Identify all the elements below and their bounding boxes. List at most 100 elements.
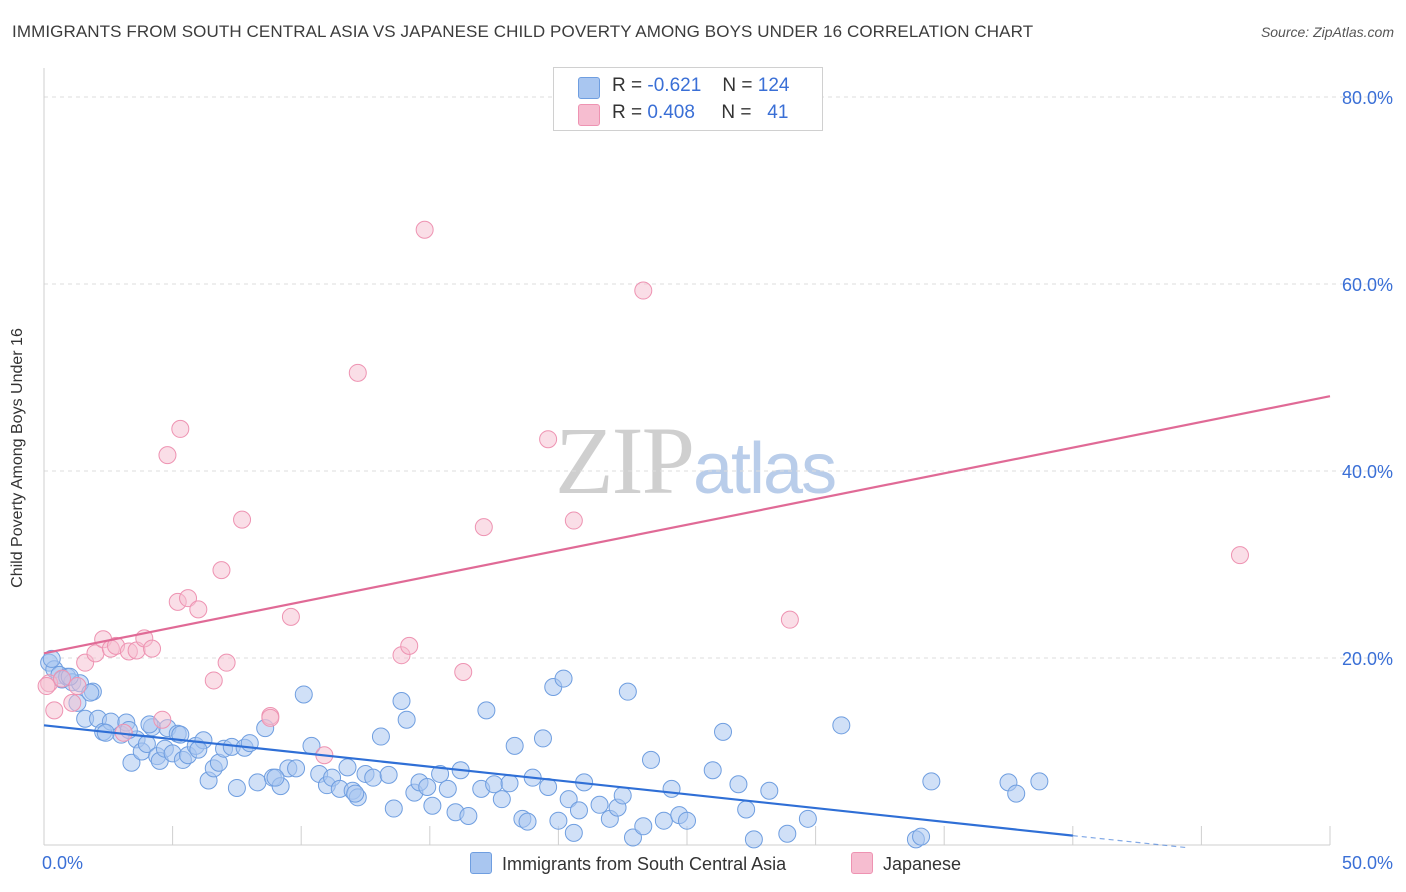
point-south-central-asia (634, 817, 653, 836)
point-south-central-asia (912, 827, 931, 846)
y-tick-label: 40.0% (1342, 462, 1393, 482)
point-japanese (68, 677, 87, 696)
bottom-legend-series1: Immigrants from South Central Asia (470, 852, 786, 875)
point-japanese (45, 701, 64, 720)
legend-n-label: N = (721, 102, 752, 123)
point-south-central-asia (346, 784, 365, 803)
point-japanese (233, 510, 252, 529)
point-south-central-asia (590, 795, 609, 814)
point-south-central-asia (42, 649, 61, 668)
point-south-central-asia (654, 811, 673, 830)
source-label: Source: ZipAtlas.com (1260, 24, 1394, 40)
point-south-central-asia (384, 799, 403, 818)
point-japanese (1230, 546, 1249, 565)
point-south-central-asia (832, 716, 851, 735)
legend-n-value-series1: 124 (757, 75, 790, 96)
point-japanese (539, 430, 558, 449)
point-japanese (634, 281, 653, 300)
bottom-legend-label-series2: Japanese (883, 854, 962, 874)
point-south-central-asia (1030, 772, 1049, 791)
point-japanese (158, 446, 177, 465)
correlation-legend: R = -0.621 N = 124 R = 0.408 N = 41 (553, 67, 823, 131)
y-tick-label: 60.0% (1342, 275, 1393, 295)
legend-n-label: N = (722, 75, 753, 96)
point-japanese (37, 677, 56, 696)
point-south-central-asia (364, 768, 383, 787)
point-south-central-asia (392, 692, 411, 711)
point-south-central-asia (338, 758, 357, 777)
point-south-central-asia (678, 811, 696, 830)
point-japanese (204, 671, 223, 690)
point-south-central-asia (760, 781, 779, 800)
trendline-japanese (43, 395, 1331, 655)
point-south-central-asia (549, 811, 568, 830)
point-south-central-asia (1007, 784, 1026, 803)
point-south-central-asia (533, 729, 552, 748)
point-japanese (415, 220, 434, 239)
y-axis-label: Child Poverty Among Boys Under 16 (9, 328, 26, 588)
point-south-central-asia (287, 759, 306, 778)
point-south-central-asia (778, 824, 797, 843)
point-south-central-asia (569, 801, 588, 820)
point-south-central-asia (641, 750, 660, 769)
point-south-central-asia (122, 753, 141, 772)
legend-r-value-series2: 0.408 (647, 102, 695, 123)
point-south-central-asia (500, 774, 519, 793)
point-south-central-asia (714, 722, 733, 741)
legend-r-value-series1: -0.621 (647, 75, 702, 96)
point-south-central-asia (703, 761, 722, 780)
chart-title: IMMIGRANTS FROM SOUTH CENTRAL ASIA VS JA… (12, 22, 1034, 41)
point-south-central-asia (227, 778, 246, 797)
point-south-central-asia (623, 828, 642, 847)
point-japanese (53, 669, 72, 688)
point-japanese (261, 708, 280, 727)
point-japanese (189, 600, 208, 619)
point-south-central-asia (922, 772, 941, 791)
y-tick-label: 20.0% (1342, 649, 1393, 669)
y-tick-label: 80.0% (1342, 88, 1393, 108)
point-japanese (212, 561, 231, 580)
point-south-central-asia (397, 710, 416, 729)
point-south-central-asia (418, 778, 437, 797)
x-tick-label: 50.0% (1342, 853, 1393, 873)
point-south-central-asia (613, 786, 632, 805)
legend-swatch-series1 (578, 77, 600, 99)
bottom-legend-series2: Japanese (851, 852, 961, 875)
point-south-central-asia (729, 775, 748, 794)
bottom-legend-swatch-series2 (851, 852, 873, 874)
legend-n-value-series2: 41 (767, 102, 789, 123)
point-south-central-asia (423, 796, 442, 815)
point-japanese (454, 663, 473, 682)
point-south-central-asia (431, 764, 450, 783)
point-south-central-asia (618, 682, 637, 701)
point-south-central-asia (294, 685, 313, 704)
point-south-central-asia (798, 809, 817, 828)
point-japanese (153, 710, 172, 729)
trendline-south-central-asia (43, 724, 1073, 837)
point-south-central-asia (744, 830, 763, 849)
point-south-central-asia (505, 736, 524, 755)
point-south-central-asia (266, 768, 285, 787)
point-south-central-asia (554, 669, 573, 688)
legend-r-label: R = (612, 102, 643, 123)
point-japanese (217, 653, 236, 672)
point-japanese (564, 511, 583, 530)
point-south-central-asia (518, 812, 537, 831)
point-south-central-asia (438, 779, 457, 798)
watermark-atlas: atlas (693, 429, 837, 509)
point-south-central-asia (379, 765, 398, 784)
point-japanese (780, 610, 799, 629)
point-south-central-asia (371, 727, 390, 746)
legend-swatch-series2 (578, 104, 600, 126)
point-south-central-asia (492, 790, 511, 809)
point-japanese (281, 607, 300, 626)
point-japanese (63, 693, 82, 712)
point-japanese (171, 419, 190, 438)
point-south-central-asia (737, 800, 756, 819)
point-south-central-asia (662, 779, 681, 798)
point-japanese (348, 363, 367, 382)
watermark: ZIPatlas (555, 405, 837, 516)
point-south-central-asia (485, 775, 504, 794)
point-south-central-asia (248, 773, 267, 792)
point-south-central-asia (189, 740, 208, 759)
